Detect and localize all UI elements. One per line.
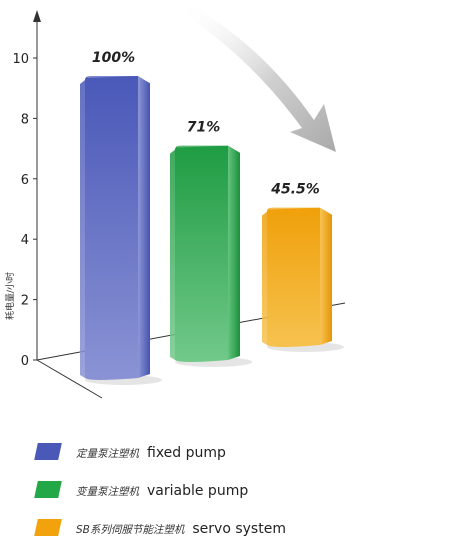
y-ticks: 0 2 4 6 8 10 [12,52,37,369]
bar-1 [80,70,162,385]
legend-label-en: servo system [192,521,286,537]
bar-2 [170,139,252,367]
legend-label: 定量泵注塑机 fixed pump [76,445,226,461]
bar-top-face [87,70,150,84]
y-tick-label: 4 [21,233,29,248]
bar-left-face [262,211,267,345]
legend-item-3: SB系列伺服节能注塑机 servo system [34,516,446,540]
legend-swatch [34,443,62,460]
y-tick-label: 8 [21,112,29,127]
y-tick-label: 10 [12,52,29,67]
bar-chart: 0 2 4 6 8 10 100% 71% 45.5% 耗电量/小时 [4,4,346,399]
bar-3 [262,201,344,352]
legend-label-cn: SB系列伺服节能注塑机 [76,524,185,536]
bar-front-face [175,145,228,362]
y-tick-label: 2 [21,294,29,309]
legend-label-en: variable pump [147,483,249,499]
legend-label: 变量泵注塑机 variable pump [76,483,248,499]
bar-top-face [269,201,332,215]
bar-side-face [228,145,240,360]
legend-label-en: fixed pump [147,445,226,461]
y-axis-label: 耗电量/小时 [4,272,16,320]
y-tick-label: 6 [21,173,29,188]
data-label-3: 45.5% [270,182,320,198]
data-labels: 100% 71% 45.5% [92,50,320,198]
data-label-1: 100% [92,50,135,66]
trend-arrow [178,4,336,152]
legend-swatch [34,481,62,498]
y-tick-label: 0 [21,354,29,369]
data-label-2: 71% [187,120,221,136]
legend-label: SB系列伺服节能注塑机 servo system [76,521,286,537]
legend-swatch [34,519,62,536]
legend-item-1: 定量泵注塑机 fixed pump [34,440,446,464]
bar-top-face [177,139,240,153]
legend-label-cn: 定量泵注塑机 [76,448,139,460]
bars [80,70,344,385]
bar-side-face [138,76,150,378]
x-axis-front [36,359,103,399]
bar-side-face [320,207,332,345]
bar-left-face [80,80,85,378]
y-axis-arrowhead [33,10,41,22]
legend-item-2: 变量泵注塑机 variable pump [34,478,446,502]
bar-left-face [170,149,175,360]
bar-front-face [267,207,320,347]
bar-front-face [85,76,138,380]
legend-label-cn: 变量泵注塑机 [76,486,139,498]
